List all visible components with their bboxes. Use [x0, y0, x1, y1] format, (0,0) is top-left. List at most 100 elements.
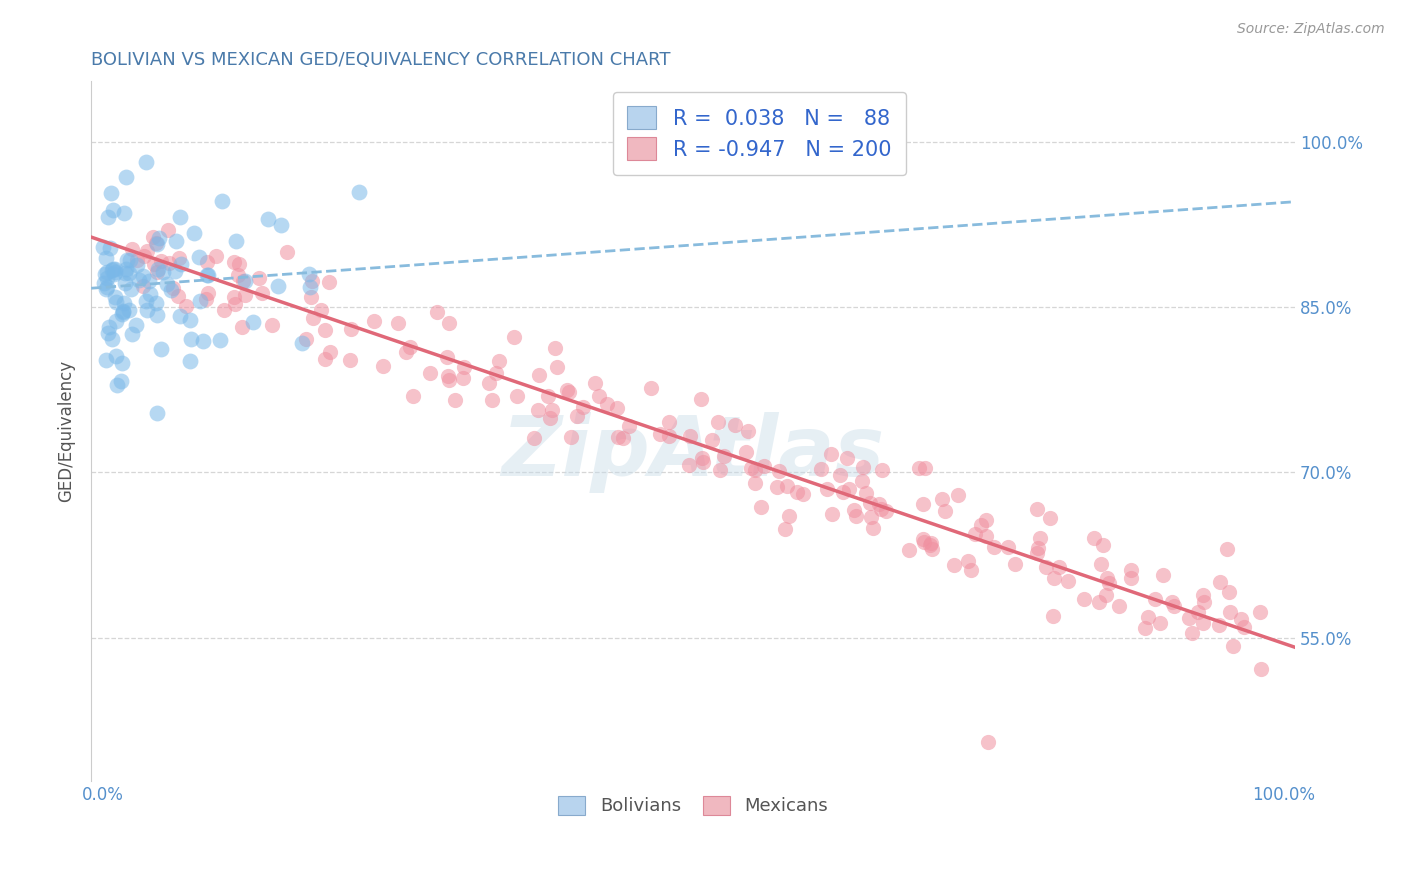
Point [536, 389, 558, 403]
Point [101, 263, 124, 277]
Point [1233, 620, 1256, 634]
Point [1025, 546, 1047, 560]
Point [165, 264, 187, 278]
Point [931, 491, 953, 506]
Point [104, 261, 127, 276]
Point [145, 236, 167, 251]
Point [658, 415, 681, 429]
Point [209, 333, 232, 347]
Point [347, 185, 370, 199]
Point [101, 261, 124, 276]
Point [778, 509, 800, 524]
Point [1121, 571, 1143, 585]
Point [152, 264, 174, 278]
Point [270, 218, 292, 232]
Point [689, 392, 711, 407]
Point [167, 251, 190, 265]
Point [1192, 588, 1215, 602]
Point [103, 267, 125, 281]
Point [110, 374, 132, 388]
Point [104, 349, 127, 363]
Point [1194, 595, 1216, 609]
Point [146, 309, 169, 323]
Point [443, 392, 465, 407]
Point [1057, 574, 1080, 588]
Point [1219, 606, 1241, 620]
Point [560, 430, 582, 444]
Point [242, 315, 264, 329]
Point [1152, 568, 1174, 582]
Point [96, 282, 118, 296]
Point [768, 464, 790, 478]
Point [734, 445, 756, 459]
Point [502, 329, 524, 343]
Point [1222, 640, 1244, 654]
Point [194, 293, 217, 307]
Point [851, 475, 873, 489]
Point [318, 276, 340, 290]
Point [339, 353, 361, 368]
Point [105, 295, 128, 310]
Point [214, 302, 236, 317]
Point [225, 234, 247, 248]
Point [183, 226, 205, 240]
Point [437, 369, 460, 384]
Point [169, 309, 191, 323]
Point [105, 378, 128, 392]
Point [156, 223, 179, 237]
Point [1090, 558, 1112, 572]
Point [541, 403, 564, 417]
Point [179, 354, 201, 368]
Text: BOLIVIAN VS MEXICAN GED/EQUIVALENCY CORRELATION CHART: BOLIVIAN VS MEXICAN GED/EQUIVALENCY CORR… [91, 51, 671, 69]
Point [776, 478, 799, 492]
Point [112, 303, 135, 318]
Point [1161, 595, 1184, 609]
Legend: Bolivians, Mexicans: Bolivians, Mexicans [550, 787, 837, 824]
Point [506, 389, 529, 403]
Point [706, 415, 728, 429]
Point [815, 482, 838, 496]
Point [174, 300, 197, 314]
Point [546, 360, 568, 375]
Point [1073, 591, 1095, 606]
Point [228, 257, 250, 271]
Point [1026, 502, 1049, 516]
Point [363, 314, 385, 328]
Point [912, 533, 935, 547]
Point [257, 211, 280, 226]
Point [112, 305, 135, 319]
Point [115, 170, 138, 185]
Point [118, 266, 141, 280]
Point [148, 231, 170, 245]
Point [112, 205, 135, 219]
Point [314, 352, 336, 367]
Point [197, 285, 219, 300]
Point [402, 389, 425, 403]
Point [112, 296, 135, 310]
Point [132, 279, 155, 293]
Point [1192, 615, 1215, 630]
Point [749, 500, 772, 514]
Point [426, 305, 449, 319]
Y-axis label: GED/Equivalency: GED/Equivalency [58, 360, 75, 502]
Point [838, 483, 860, 497]
Point [169, 210, 191, 224]
Point [1181, 626, 1204, 640]
Point [692, 455, 714, 469]
Text: Source: ZipAtlas.com: Source: ZipAtlas.com [1237, 22, 1385, 37]
Point [250, 286, 273, 301]
Point [658, 428, 681, 442]
Point [232, 274, 254, 288]
Point [606, 430, 628, 444]
Point [775, 523, 797, 537]
Point [557, 385, 579, 400]
Point [157, 255, 180, 269]
Point [1218, 584, 1240, 599]
Point [1035, 560, 1057, 574]
Point [165, 235, 187, 249]
Point [1163, 599, 1185, 614]
Point [852, 460, 875, 475]
Point [678, 458, 700, 472]
Point [98, 319, 121, 334]
Point [974, 528, 997, 542]
